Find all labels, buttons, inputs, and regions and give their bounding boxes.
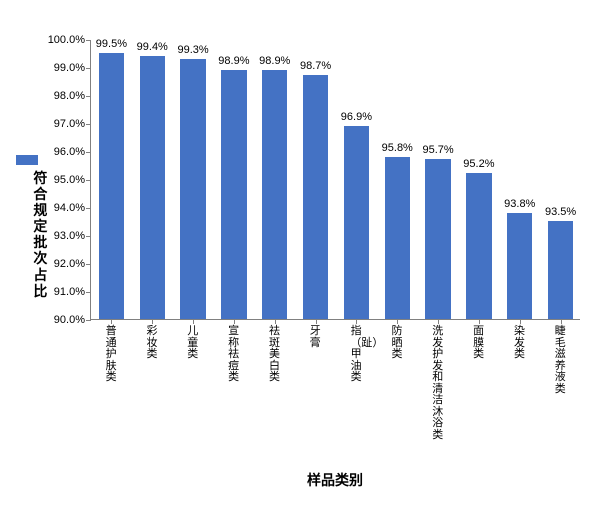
x-category-label: 睫毛滋养液类 [555,326,567,395]
bar [466,173,491,319]
legend-swatch [16,155,38,165]
bar [425,159,450,319]
bar [548,221,573,319]
y-axis-title: 符合规定批次占比 [32,170,49,299]
y-tick-label: 93.0% [54,230,91,242]
bar-value-label: 96.9% [341,111,372,123]
bar [344,126,369,319]
y-tick-label: 94.0% [54,202,91,214]
x-category-label: 染发类 [514,326,526,361]
x-category-label: 宣称祛痘类 [228,326,240,384]
x-tick-mark [520,319,521,324]
bar-value-label: 99.5% [96,38,127,50]
y-tick-label: 100.0% [48,34,91,46]
x-category-label: 指（趾）甲油类 [350,326,362,384]
y-tick-label: 91.0% [54,286,91,298]
x-category-label: 普通护肤类 [105,326,117,384]
bar [262,70,287,319]
bar-value-label: 93.8% [504,198,535,210]
bar-value-label: 99.4% [137,41,168,53]
x-tick-mark [152,319,153,324]
bar-value-label: 95.8% [382,142,413,154]
bar [180,59,205,319]
bar-value-label: 99.3% [177,44,208,56]
bar-value-label: 95.7% [422,144,453,156]
x-category-label: 彩妆类 [146,326,158,361]
bar-value-label: 93.5% [545,206,576,218]
x-category-label: 儿童类 [187,326,199,361]
x-category-label: 牙膏 [310,326,322,349]
y-tick-label: 98.0% [54,90,91,102]
x-tick-mark [193,319,194,324]
x-tick-mark [479,319,480,324]
bar-value-label: 98.9% [218,55,249,67]
x-tick-mark [316,319,317,324]
bar [507,213,532,319]
x-category-label: 防晒类 [391,326,403,361]
bar-value-label: 98.7% [300,60,331,72]
y-tick-label: 97.0% [54,118,91,130]
x-category-label: 祛斑美白类 [269,326,281,384]
plot-area: 90.0%91.0%92.0%93.0%94.0%95.0%96.0%97.0%… [90,40,580,320]
chart-canvas: 符合规定批次占比 90.0%91.0%92.0%93.0%94.0%95.0%9… [0,0,600,517]
bar [385,157,410,319]
x-axis-title: 样品类别 [307,470,363,490]
x-tick-mark [275,319,276,324]
bar [221,70,246,319]
x-tick-mark [438,319,439,324]
x-category-label: 洗发护发和清洁沐浴类 [432,326,444,441]
y-tick-label: 99.0% [54,62,91,74]
y-tick-label: 92.0% [54,258,91,270]
x-tick-mark [111,319,112,324]
x-category-label: 面膜类 [473,326,485,361]
y-tick-label: 90.0% [54,314,91,326]
bar [140,56,165,319]
y-tick-label: 96.0% [54,146,91,158]
bar [99,53,124,319]
x-tick-mark [356,319,357,324]
x-tick-mark [234,319,235,324]
x-tick-mark [561,319,562,324]
legend [16,155,38,165]
bar-value-label: 98.9% [259,55,290,67]
y-tick-label: 95.0% [54,174,91,186]
bar [303,75,328,319]
x-tick-mark [397,319,398,324]
bar-value-label: 95.2% [463,158,494,170]
